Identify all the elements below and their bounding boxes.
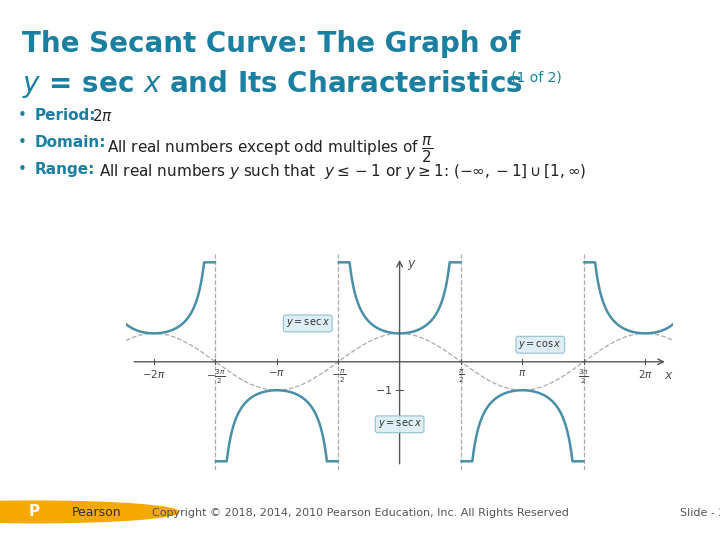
Text: $y = \cos x$: $y = \cos x$ [518, 339, 562, 351]
Text: P: P [29, 504, 40, 519]
Text: $-\frac{\pi}{2}$: $-\frac{\pi}{2}$ [330, 368, 346, 385]
Text: Slide - 23: Slide - 23 [680, 508, 720, 518]
Text: $x$: $x$ [664, 369, 674, 382]
Text: $\pi$: $\pi$ [518, 368, 526, 378]
Text: $-\pi$: $-\pi$ [269, 368, 285, 378]
Text: $2\pi$: $2\pi$ [92, 108, 113, 124]
Text: •: • [18, 108, 27, 123]
Text: $y$ = sec $x$ and Its Characteristics: $y$ = sec $x$ and Its Characteristics [22, 68, 523, 99]
Text: $2\pi$: $2\pi$ [638, 368, 652, 380]
Text: Pearson: Pearson [72, 507, 122, 519]
Text: $-2\pi$: $-2\pi$ [142, 368, 166, 380]
Text: Domain:: Domain: [35, 135, 106, 150]
Text: (1 of 2): (1 of 2) [511, 70, 562, 84]
Text: •: • [18, 135, 27, 150]
Text: All real numbers $y$ such that  $y \leq -1$ or $y \geq 1$: $(-\infty, -1] \cup [: All real numbers $y$ such that $y \leq -… [99, 162, 587, 181]
Text: Copyright © 2018, 2014, 2010 Pearson Education, Inc. All Rights Reserved: Copyright © 2018, 2014, 2010 Pearson Edu… [152, 508, 568, 518]
Text: $\frac{\pi}{2}$: $\frac{\pi}{2}$ [458, 368, 464, 385]
Circle shape [0, 501, 179, 523]
Text: $-\frac{3\pi}{2}$: $-\frac{3\pi}{2}$ [205, 368, 225, 386]
Text: $y$: $y$ [407, 258, 416, 272]
Text: $\frac{3\pi}{2}$: $\frac{3\pi}{2}$ [578, 368, 590, 386]
Text: •: • [18, 162, 27, 177]
Text: All real numbers except odd multiples of $\dfrac{\pi}{2}$: All real numbers except odd multiples of… [107, 135, 433, 165]
Text: The Secant Curve: The Graph of: The Secant Curve: The Graph of [22, 30, 520, 58]
Text: $y = \sec x$: $y = \sec x$ [378, 418, 421, 430]
Text: Range:: Range: [35, 162, 95, 177]
Text: $-1$: $-1$ [375, 384, 392, 396]
Text: Period:: Period: [35, 108, 96, 123]
Text: $y = \sec x$: $y = \sec x$ [286, 318, 330, 329]
